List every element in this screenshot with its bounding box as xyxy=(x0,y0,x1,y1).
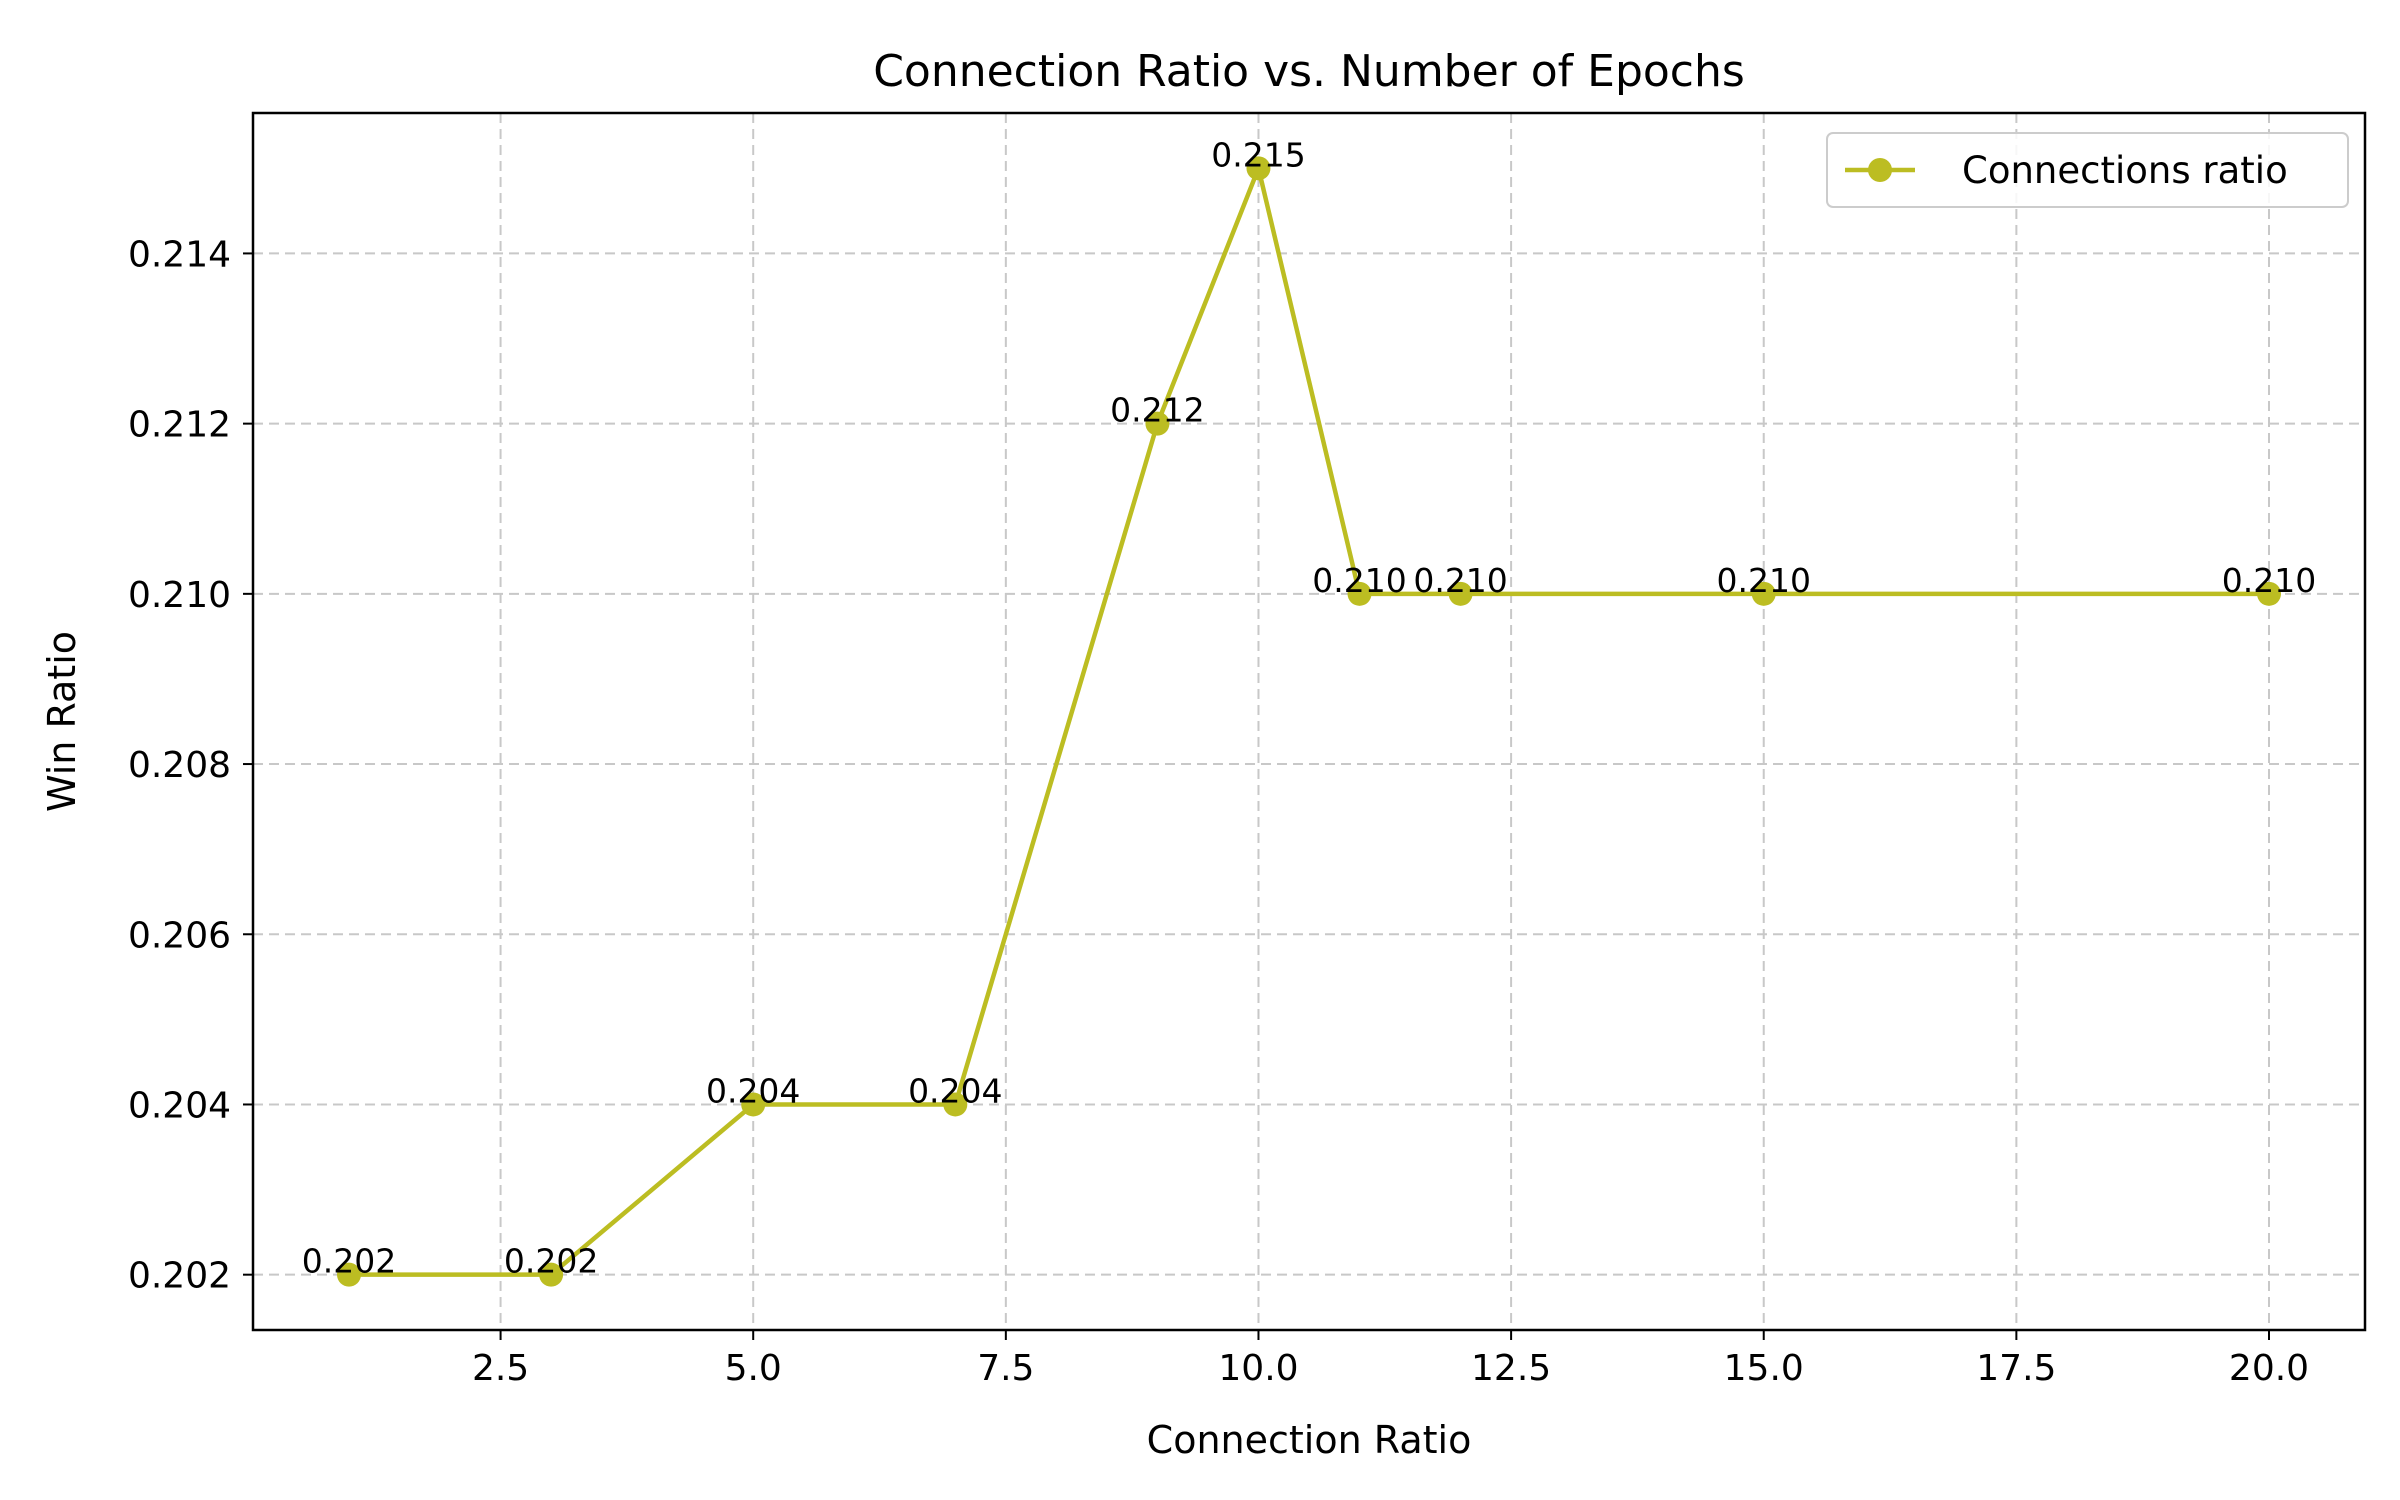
x-tick-label: 17.5 xyxy=(1976,1348,2056,1389)
series-line xyxy=(349,166,2269,1277)
legend: Connections ratio xyxy=(1826,132,2349,208)
y-tick-label: 0.204 xyxy=(128,1085,231,1126)
data-point xyxy=(1347,581,1372,606)
y-tick-label: 0.212 xyxy=(128,405,231,446)
data-label: 0.212 xyxy=(1110,391,1204,430)
data-label: 0.210 xyxy=(1716,561,1810,600)
data-label: 0.210 xyxy=(1312,561,1406,600)
data-point xyxy=(943,1092,968,1117)
x-tick-label: 15.0 xyxy=(1724,1348,1804,1389)
data-point xyxy=(1751,581,1776,606)
x-tick-label: 7.5 xyxy=(977,1348,1034,1389)
x-tick-label: 2.5 xyxy=(472,1348,529,1389)
axis-ticks: 2.5 5.0 7.5 10.0 12.5 15.0 17.5 20.0 0.202 0.204 0… xyxy=(128,234,2309,1389)
y-tick-label: 0.206 xyxy=(128,915,231,956)
data-label: 0.202 xyxy=(302,1242,396,1281)
plot-frame xyxy=(251,111,2367,1332)
chart-title: Connection Ratio vs. Number of Epochs xyxy=(873,46,1745,97)
y-tick-label: 0.208 xyxy=(128,745,231,786)
y-tick-label: 0.210 xyxy=(128,575,231,616)
data-label: 0.204 xyxy=(706,1071,800,1110)
data-point xyxy=(1448,581,1473,606)
data-point xyxy=(539,1262,564,1287)
data-point xyxy=(741,1092,766,1117)
x-axis-label: Connection Ratio xyxy=(1147,1418,1472,1462)
data-label: 0.210 xyxy=(2222,561,2316,600)
y-tick-label: 0.202 xyxy=(128,1256,231,1297)
x-tick-label: 10.0 xyxy=(1218,1348,1298,1389)
data-label: 0.202 xyxy=(504,1242,598,1281)
series-layer xyxy=(337,156,2281,1287)
data-point xyxy=(1246,156,1271,181)
data-label: 0.204 xyxy=(908,1071,1002,1110)
data-point xyxy=(2257,581,2281,606)
x-tick-label: 12.5 xyxy=(1471,1348,1551,1389)
data-label: 0.210 xyxy=(1413,561,1507,600)
x-tick-label: 20.0 xyxy=(2229,1348,2309,1389)
data-label: 0.215 xyxy=(1211,135,1305,174)
legend-box xyxy=(1826,132,2349,208)
y-tick-label: 0.214 xyxy=(128,234,231,275)
grid-lines xyxy=(253,113,2365,1330)
y-axis-label: Win Ratio xyxy=(40,631,84,812)
data-point xyxy=(1145,411,1170,436)
legend-label: Connections ratio xyxy=(1962,149,2288,192)
x-tick-label: 5.0 xyxy=(725,1348,782,1389)
data-point xyxy=(337,1262,361,1287)
legend-marker xyxy=(1868,158,1892,182)
